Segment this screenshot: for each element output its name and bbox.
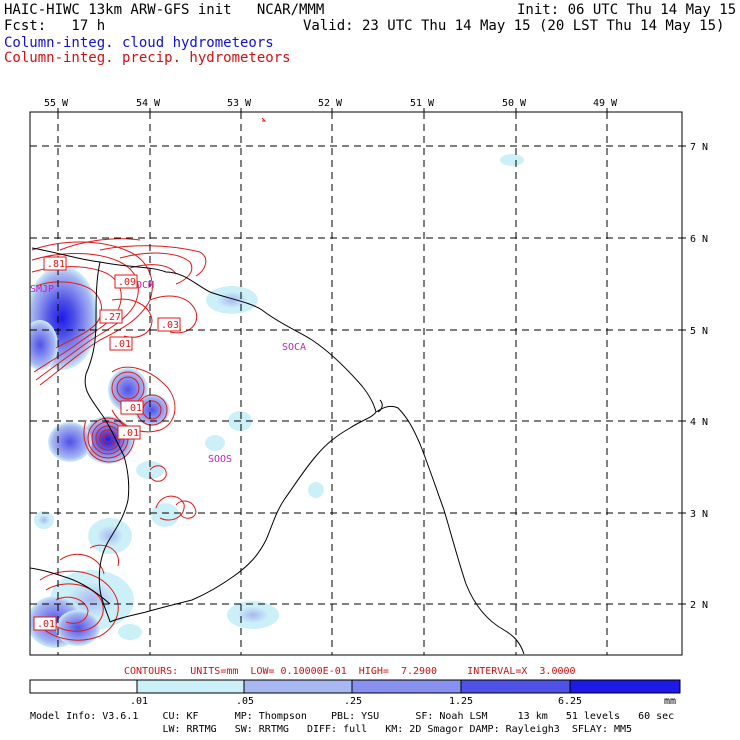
- lon-label: 55 W: [44, 98, 69, 109]
- contour-label: .09: [118, 277, 136, 288]
- station-label: SOCM: [130, 280, 154, 291]
- colorbar-tick: .05: [236, 696, 254, 707]
- contour-label: .01: [124, 403, 142, 414]
- contour-value-labels: .81 .09 .27 .01 .03 .01 .01 .01: [33, 256, 181, 631]
- lat-label: 4 N: [690, 417, 708, 428]
- colorbar: .01 .05 .25 1.25 6.25 mm: [29, 679, 681, 707]
- lat-label: 3 N: [690, 509, 708, 520]
- contour-label: .81: [47, 259, 65, 270]
- station-label: SOCA: [282, 342, 306, 353]
- forecast-hour: Fcst: 17 h: [4, 18, 106, 34]
- map-frame: [29, 111, 683, 656]
- lon-label: 54 W: [136, 98, 161, 109]
- lat-lon-grid: [30, 112, 682, 655]
- contour-label: .01: [121, 428, 139, 439]
- plot-title: HAIC-HIWC 13km ARW-GFS init NCAR/MMM: [4, 2, 325, 18]
- colorbar-unit: mm: [664, 696, 676, 707]
- coastline-borders: [30, 247, 525, 655]
- model-info-line1: Model Info: V3.6.1 CU: KF MP: Thompson P…: [30, 711, 675, 722]
- colorbar-tick: .01: [130, 696, 148, 707]
- model-info-line2: LW: RRTMG SW: RRTMG DIFF: full KM: 2D Sm…: [30, 724, 633, 735]
- contours-info: CONTOURS: UNITS=mm LOW= 0.10000E-01 HIGH…: [124, 666, 576, 677]
- axis-ticks: [57, 108, 686, 605]
- lon-label: 51 W: [410, 98, 435, 109]
- contour-label: .03: [161, 320, 179, 331]
- lat-label: 2 N: [690, 600, 708, 611]
- colorbar-tick: .25: [344, 696, 362, 707]
- lon-label: 53 W: [227, 98, 252, 109]
- field-cloud-label: Column-integ. cloud hydrometeors: [4, 35, 274, 51]
- station-label: SMJP: [30, 284, 54, 295]
- field-precip-label: Column-integ. precip. hydrometeors: [4, 50, 291, 66]
- lat-label: 6 N: [690, 234, 708, 245]
- contour-label: .01: [113, 339, 131, 350]
- contour-label: .27: [103, 312, 121, 323]
- cloud-shading: [30, 154, 524, 648]
- lat-labels: 7 N 6 N 5 N 4 N 3 N 2 N: [690, 142, 708, 611]
- lon-labels: 55 W 54 W 53 W 52 W 51 W 50 W 49 W: [44, 98, 618, 109]
- lon-label: 50 W: [502, 98, 527, 109]
- init-time: Init: 06 UTC Thu 14 May 15: [517, 2, 737, 18]
- lon-label: 49 W: [593, 98, 618, 109]
- lat-label: 7 N: [690, 142, 708, 153]
- lat-label: 5 N: [690, 326, 708, 337]
- valid-time: Valid: 23 UTC Thu 14 May 15 (20 LST Thu …: [303, 18, 725, 34]
- contour-label: .01: [37, 619, 55, 630]
- colorbar-tick: 1.25: [449, 696, 473, 707]
- colorbar-tick: 6.25: [558, 696, 582, 707]
- station-label: SOOS: [208, 454, 232, 465]
- lon-label: 52 W: [318, 98, 343, 109]
- station-labels: SMJP SOCM SOCA SOOS: [30, 280, 306, 465]
- precip-contours: [31, 117, 267, 641]
